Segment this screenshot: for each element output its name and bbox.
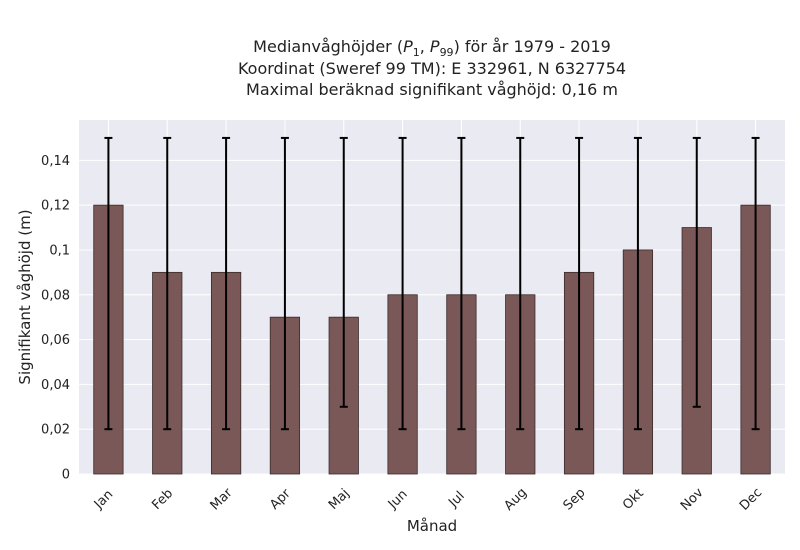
x-tick-label: Jul	[445, 489, 467, 511]
y-tick-label: 0,04	[41, 378, 70, 393]
x-tick-label: Okt	[620, 486, 647, 513]
x-tick-label: Apr	[267, 486, 294, 513]
error-bars	[104, 136, 760, 431]
chart-title: Medianvåghöjder (P1, P99) för år 1979 - …	[238, 37, 626, 99]
y-tick-label: 0,08	[41, 288, 70, 303]
y-tick-label: 0,14	[41, 154, 70, 169]
y-tick-label: 0,12	[41, 199, 70, 214]
x-tick-label: Mar	[208, 485, 236, 513]
chart-title-line-2: Koordinat (Sweref 99 TM): E 332961, N 63…	[238, 59, 626, 78]
x-tick-label: Feb	[149, 486, 176, 513]
chart-title-line-3: Maximal beräknad signifikant våghöjd: 0,…	[246, 80, 618, 99]
x-tick-label: Aug	[501, 485, 530, 514]
x-axis-ticks: Jan Feb Mar Apr Maj Jun Jul Aug Sep Okt Nov Dec	[91, 485, 765, 514]
y-tick-label: 0	[62, 468, 70, 483]
x-tick-label: Jan	[91, 487, 116, 512]
x-tick-label: Jun	[385, 487, 411, 513]
y-tick-label: 0,1	[49, 243, 70, 258]
y-tick-label: 0,02	[41, 423, 70, 438]
x-axis-label: Månad	[407, 517, 457, 535]
chart-title-line-1: Medianvåghöjder (P1, P99) för år 1979 - …	[253, 37, 611, 59]
x-tick-label: Dec	[737, 485, 765, 513]
x-tick-label: Nov	[678, 485, 707, 514]
y-tick-label: 0,06	[41, 333, 70, 348]
x-tick-label: Sep	[561, 486, 589, 514]
y-axis-ticks: 0 0,02 0,04 0,06 0,08 0,1 0,12 0,14	[41, 154, 70, 483]
plot-area	[79, 120, 785, 474]
x-tick-label: Maj	[326, 486, 353, 513]
y-axis-label: Signifikant våghöjd (m)	[16, 209, 34, 384]
